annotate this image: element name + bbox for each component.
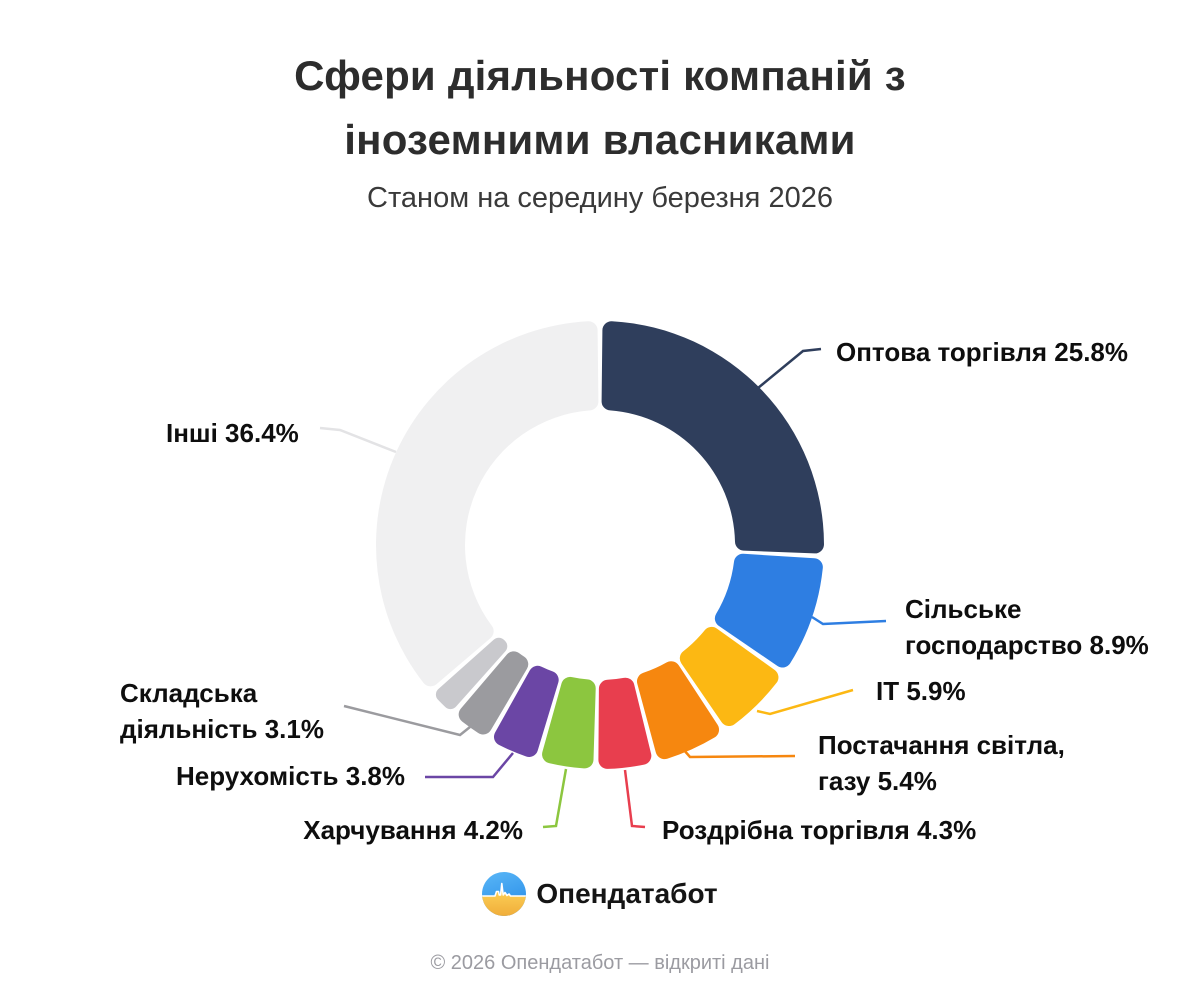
leader-line-1 (811, 615, 887, 626)
leader-line-7 (343, 704, 471, 737)
donut-segment-2 (679, 626, 779, 727)
page-subtitle: Станом на середину березня 2026 (367, 182, 833, 214)
opendatabot-branding: Опендатабот (0, 872, 1200, 916)
page-title: Сфери діяльності компаній з іноземними в… (0, 44, 1200, 172)
page-title-line1: Сфери діяльності компаній з (294, 52, 906, 99)
donut-segment-7 (458, 651, 529, 735)
donut-segment-9 (376, 321, 599, 687)
page-title-line2: іноземними власниками (344, 116, 856, 163)
leader-line-5 (542, 768, 568, 829)
footer-copyright: © 2026 Опендатабот — відкриті дані (430, 952, 770, 974)
donut-segment-4 (598, 677, 652, 769)
donut-segment-5 (542, 676, 596, 769)
donut-segment-6 (493, 665, 559, 757)
donut-segment-1 (714, 553, 823, 668)
donut-segment-3 (636, 661, 720, 760)
opendatabot-logo-text: Опендатабот (536, 878, 718, 909)
leader-line-0 (757, 347, 822, 389)
opendatabot-logo-icon (482, 872, 527, 916)
donut-segment-unlabeled (435, 637, 508, 710)
donut-segment-0 (601, 321, 825, 554)
leader-line-6 (425, 752, 514, 779)
leader-line-2 (756, 688, 854, 716)
leader-line-9 (319, 426, 397, 454)
leader-line-4 (623, 769, 646, 829)
